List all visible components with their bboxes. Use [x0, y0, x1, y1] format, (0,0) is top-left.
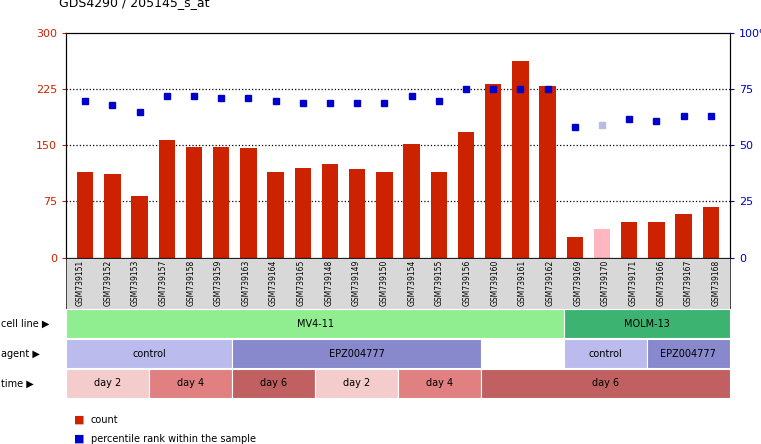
Text: GSM739164: GSM739164	[269, 260, 278, 306]
Text: GSM739148: GSM739148	[324, 260, 333, 306]
Text: GSM739162: GSM739162	[546, 260, 555, 306]
Bar	[104, 174, 120, 258]
Bar	[349, 169, 365, 258]
Text: GSM739165: GSM739165	[297, 260, 306, 306]
Bar	[376, 171, 393, 258]
Text: GSM739156: GSM739156	[463, 260, 472, 306]
Bar	[485, 84, 501, 258]
Text: GSM739163: GSM739163	[241, 260, 250, 306]
Text: GSM739169: GSM739169	[573, 260, 582, 306]
Text: GDS4290 / 205145_s_at: GDS4290 / 205145_s_at	[59, 0, 209, 9]
Bar	[702, 207, 719, 258]
Text: GSM739153: GSM739153	[131, 260, 140, 306]
Text: GSM739170: GSM739170	[601, 260, 610, 306]
Bar	[512, 61, 529, 258]
Text: EPZ004777: EPZ004777	[661, 349, 716, 359]
Text: GSM739171: GSM739171	[629, 260, 638, 306]
Text: GSM739151: GSM739151	[75, 260, 84, 306]
Text: EPZ004777: EPZ004777	[329, 349, 384, 359]
Text: GSM739160: GSM739160	[490, 260, 499, 306]
Text: GSM739157: GSM739157	[158, 260, 167, 306]
Bar	[159, 140, 175, 258]
Text: GSM739149: GSM739149	[352, 260, 361, 306]
Text: day 2: day 2	[343, 378, 370, 388]
Bar	[458, 132, 474, 258]
Text: ■: ■	[74, 415, 84, 425]
Text: GSM739166: GSM739166	[656, 260, 665, 306]
Bar	[431, 171, 447, 258]
Bar	[295, 168, 311, 258]
Text: control: control	[132, 349, 166, 359]
Bar	[621, 222, 637, 258]
Bar	[186, 147, 202, 258]
Text: MV4-11: MV4-11	[297, 319, 333, 329]
Text: day 4: day 4	[426, 378, 453, 388]
Text: control: control	[588, 349, 622, 359]
Text: day 2: day 2	[94, 378, 121, 388]
Text: GSM739150: GSM739150	[380, 260, 389, 306]
Bar	[648, 222, 664, 258]
Text: agent ▶: agent ▶	[1, 349, 40, 359]
Text: ■: ■	[74, 434, 84, 444]
Bar	[240, 148, 256, 258]
Bar	[567, 237, 583, 258]
Text: time ▶: time ▶	[1, 378, 33, 388]
Bar	[594, 229, 610, 258]
Text: MOLM-13: MOLM-13	[624, 319, 670, 329]
Bar	[267, 171, 284, 258]
Bar	[322, 164, 338, 258]
Text: GSM739152: GSM739152	[103, 260, 112, 306]
Bar	[132, 196, 148, 258]
Text: GSM739159: GSM739159	[214, 260, 223, 306]
Text: GSM739161: GSM739161	[518, 260, 527, 306]
Text: percentile rank within the sample: percentile rank within the sample	[91, 434, 256, 444]
Text: cell line ▶: cell line ▶	[1, 319, 49, 329]
Text: day 6: day 6	[260, 378, 287, 388]
Text: GSM739155: GSM739155	[435, 260, 444, 306]
Text: GSM739167: GSM739167	[684, 260, 693, 306]
Text: count: count	[91, 415, 118, 425]
Bar	[213, 147, 229, 258]
Text: day 4: day 4	[177, 378, 204, 388]
Text: GSM739154: GSM739154	[407, 260, 416, 306]
Text: GSM739168: GSM739168	[712, 260, 721, 306]
Text: day 6: day 6	[592, 378, 619, 388]
Bar	[403, 144, 420, 258]
Bar	[676, 214, 692, 258]
Bar	[77, 171, 94, 258]
Text: GSM739158: GSM739158	[186, 260, 195, 306]
Bar	[540, 86, 556, 258]
